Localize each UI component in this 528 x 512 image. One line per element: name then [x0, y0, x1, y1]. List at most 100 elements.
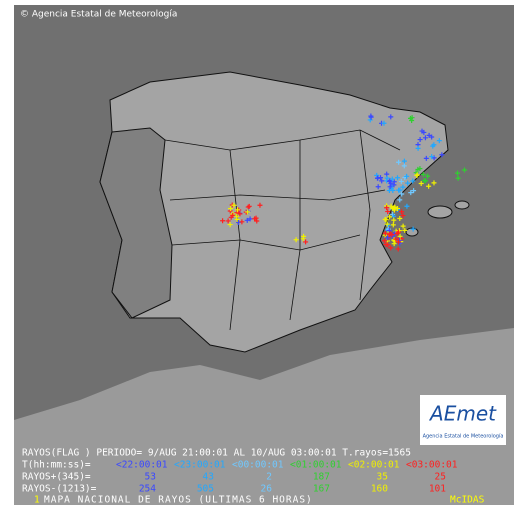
time-threshold: <03:00:01: [406, 460, 458, 471]
strike: [388, 245, 394, 251]
region-borders: [164, 129, 401, 331]
strike: [389, 232, 395, 238]
strike: [395, 246, 401, 252]
strike: [379, 178, 385, 184]
strike: [401, 158, 407, 164]
strike: [402, 227, 408, 233]
strike: [228, 206, 234, 212]
strike: [420, 171, 426, 177]
strike: [368, 114, 374, 120]
strike: [384, 205, 390, 211]
ibiza: [405, 227, 419, 237]
time-threshold: <01:00:01: [290, 460, 342, 471]
strike: [397, 233, 403, 239]
strike: [410, 226, 416, 232]
negative-count: 254: [139, 484, 156, 495]
positive-label: RAYOS+(345)=: [22, 472, 91, 483]
strike: [426, 183, 432, 189]
negative-count: 167: [313, 484, 330, 495]
strike: [384, 175, 390, 181]
strike: [388, 180, 394, 186]
strike: [381, 120, 387, 126]
strike: [397, 216, 403, 222]
mallorca: [427, 205, 453, 219]
strike: [436, 138, 442, 144]
strike: [395, 175, 401, 181]
strike: [423, 155, 429, 161]
strike: [257, 202, 263, 208]
strike: [244, 217, 250, 223]
strike: [375, 184, 381, 190]
strike: [439, 152, 445, 158]
strike: [383, 217, 389, 223]
positive-count: 2: [266, 472, 272, 483]
portugal: [99, 127, 173, 319]
strike: [396, 187, 402, 193]
positive-count: 43: [203, 472, 214, 483]
strike: [400, 223, 406, 229]
strike: [421, 177, 427, 183]
africa: [14, 328, 514, 505]
positive-count: 35: [377, 472, 388, 483]
strike: [389, 176, 395, 182]
strike: [404, 173, 410, 179]
strike: [415, 166, 421, 172]
strike: [419, 128, 425, 134]
negative-count: 101: [429, 484, 446, 495]
strike: [247, 216, 253, 222]
strike: [384, 221, 390, 227]
positive-count: 53: [145, 472, 156, 483]
strike: [231, 202, 237, 208]
strike: [230, 212, 236, 218]
strike: [391, 217, 397, 223]
footer-title: MAPA NACIONAL DE RAYOS (ULTIMAS 6 HORAS): [44, 495, 313, 506]
strike: [234, 213, 240, 219]
strike: [418, 180, 424, 186]
strike: [220, 218, 226, 224]
time-label: T(hh:mm:ss)=: [22, 460, 91, 471]
strike: [246, 203, 252, 209]
time-threshold: <00:00:01: [232, 460, 284, 471]
strike: [462, 167, 467, 173]
strike: [387, 184, 393, 190]
negative-label: RAYOS-(1213)=: [22, 484, 97, 495]
time-threshold: <23:00:01: [174, 460, 226, 471]
logo-box: [420, 395, 506, 445]
strike: [411, 188, 417, 194]
strike: [381, 238, 387, 244]
time-threshold: <02:00:01: [348, 460, 400, 471]
strike: [303, 239, 309, 245]
strike: [385, 209, 391, 215]
strike: [301, 233, 307, 239]
negative-count: 26: [261, 484, 273, 495]
strike: [455, 175, 461, 181]
strike: [399, 209, 405, 215]
strike: [398, 178, 404, 184]
strike: [374, 172, 380, 178]
logo-name: AEmet: [428, 402, 497, 426]
positive-count: 187: [313, 472, 330, 483]
strike: [401, 163, 407, 169]
strike: [395, 229, 401, 235]
time-threshold: <22:00:01: [116, 460, 168, 471]
strike: [390, 222, 396, 228]
footer-number: 1: [34, 495, 40, 506]
strike: [388, 114, 394, 120]
strike: [387, 214, 393, 220]
negative-count: 160: [371, 484, 388, 495]
strike: [391, 205, 397, 211]
strike: [234, 207, 240, 213]
strike: [431, 142, 437, 148]
strike: [245, 204, 251, 210]
strike: [405, 180, 411, 186]
strike: [293, 237, 299, 243]
strike: [396, 159, 402, 165]
strike: [239, 219, 245, 225]
footer-source: McIDAS: [450, 495, 485, 506]
copyright: © Agencia Estatal de Meteorología: [20, 10, 177, 20]
strike: [425, 173, 431, 179]
strike: [408, 190, 414, 196]
strike: [245, 209, 251, 215]
strike: [400, 184, 406, 190]
